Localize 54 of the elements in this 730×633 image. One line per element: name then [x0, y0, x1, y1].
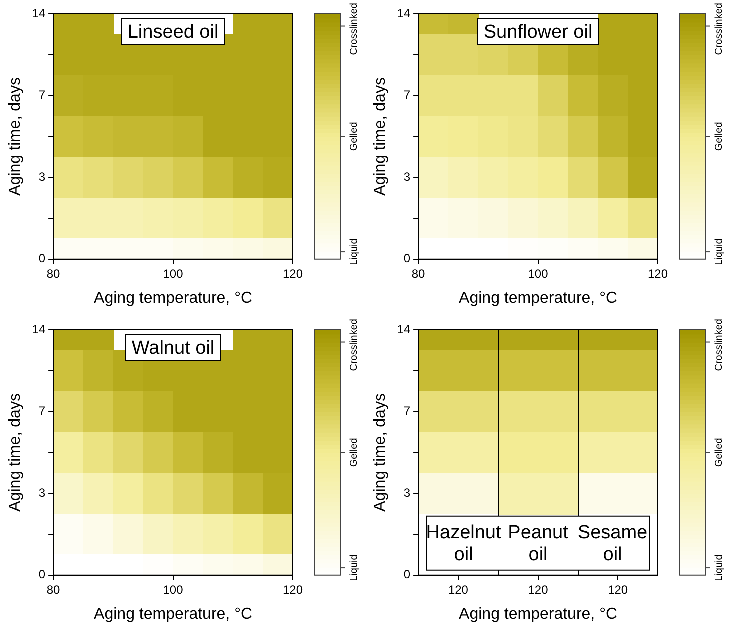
color-bar-label: Liquid [714, 238, 725, 266]
y-tick-label: 14 [397, 6, 411, 20]
x-tick-label: 120 [648, 266, 668, 281]
y-tick-label: 0 [404, 252, 411, 266]
x-axis-title: Aging temperature, °C [94, 606, 253, 623]
color-bar-label: Liquid [714, 554, 725, 582]
chart-title: Sunflower oil [484, 22, 593, 44]
y-tick-label: 0 [38, 252, 46, 266]
y-tick-label: 14 [32, 6, 46, 20]
x-axis-title: Aging temperature, °C [459, 290, 618, 307]
annotation: Peanut oil [508, 522, 570, 566]
annotation: Hazelnut oil [426, 522, 502, 566]
y-tick-label: 14 [32, 322, 46, 336]
y-tick-label: 7 [38, 88, 46, 102]
y-axis-title: Aging time, days [372, 78, 390, 196]
x-tick-label: 100 [528, 266, 549, 281]
color-bar-label: Crosslinked [714, 318, 725, 372]
x-tick-label: 100 [163, 582, 184, 597]
y-tick-label: 0 [38, 568, 46, 582]
y-tick-label: 7 [404, 404, 411, 418]
color-bar-label: Gelled [348, 438, 360, 468]
annotation: Sesame oil [578, 522, 648, 566]
color-bar-label: Gelled [714, 438, 725, 468]
y-tick-label: 3 [404, 170, 411, 184]
y-tick-label: 7 [404, 88, 411, 102]
y-axis-title: Aging time, days [7, 394, 24, 512]
y-tick-label: 14 [397, 322, 411, 336]
color-bar-label: Crosslinked [348, 2, 360, 56]
x-tick-label: 100 [163, 266, 184, 281]
y-tick-label: 3 [38, 486, 46, 500]
x-axis-title: Aging temperature, °C [94, 290, 253, 307]
chart-title: Linseed oil [128, 22, 219, 44]
x-tick-label: 80 [46, 266, 61, 281]
y-tick-label: 3 [38, 170, 46, 184]
chart-title: Walnut oil [132, 338, 215, 360]
y-axis-title: Aging time, days [7, 78, 24, 196]
x-tick-label: 120 [448, 582, 469, 597]
y-tick-label: 7 [38, 404, 46, 418]
y-tick-label: 0 [404, 568, 411, 582]
color-bar-label: Crosslinked [348, 318, 360, 372]
x-tick-label: 120 [282, 266, 304, 281]
x-tick-label: 120 [528, 582, 549, 597]
color-bar-label: Crosslinked [714, 2, 725, 56]
y-axis-title: Aging time, days [372, 394, 390, 512]
x-tick-label: 80 [412, 266, 426, 281]
x-tick-label: 120 [282, 582, 304, 597]
color-bar-label: Liquid [348, 554, 360, 582]
y-tick-label: 3 [404, 486, 411, 500]
x-axis-title: Aging temperature, °C [459, 606, 618, 623]
color-bar-label: Gelled [348, 122, 360, 152]
color-bar-label: Gelled [714, 122, 725, 152]
x-tick-label: 120 [608, 582, 628, 597]
color-bar-label: Liquid [348, 238, 360, 266]
x-tick-label: 80 [46, 582, 61, 597]
